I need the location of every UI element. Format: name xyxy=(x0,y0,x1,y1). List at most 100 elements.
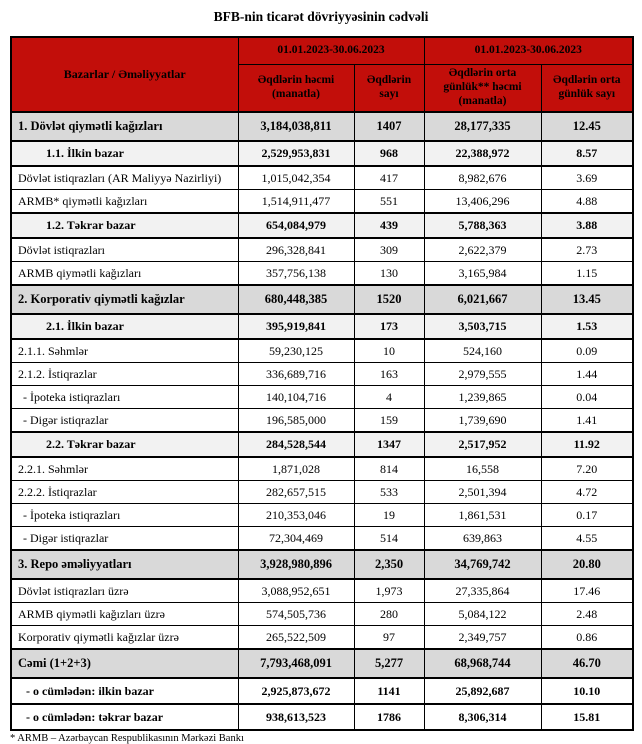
table-row: 2. Korporativ qiymətli kağızlar 680,448,… xyxy=(10,284,634,315)
cell-avg-count: 17.46 xyxy=(540,578,634,603)
cell-count: 968 xyxy=(353,140,425,167)
table-row: Dövlət istiqrazları üzrə 3,088,952,651 1… xyxy=(10,578,634,603)
cell-avg-count: 0.86 xyxy=(540,625,634,650)
cell-avg-volume: 8,982,676 xyxy=(423,165,542,190)
table-row: Korporativ qiymətli kağızlar üzrə 265,52… xyxy=(10,625,634,650)
cell-avg-volume: 524,160 xyxy=(423,338,542,363)
cell-avg-count: 8.57 xyxy=(540,140,634,167)
cell-count: 19 xyxy=(353,503,425,527)
table-row: ARMB* qiymətli kağızları 1,514,911,477 5… xyxy=(10,189,634,214)
table-row: - İpoteka istiqrazları 210,353,046 19 1,… xyxy=(10,503,634,527)
cell-avg-count: 3.88 xyxy=(540,212,634,239)
table-row: - İpoteka istiqrazları 140,104,716 4 1,2… xyxy=(10,385,634,409)
cell-volume: 938,613,523 xyxy=(237,703,355,731)
table-row: Dövlət istiqrazları 296,328,841 309 2,62… xyxy=(10,237,634,262)
row-label: Dövlət istiqrazları (AR Maliyyə Nazirliy… xyxy=(10,165,239,190)
footnote: * ARMB – Azərbaycan Respublikasının Mərk… xyxy=(10,733,244,744)
cell-count: 5,277 xyxy=(353,648,425,679)
cell-avg-count: 4.72 xyxy=(540,480,634,504)
cell-volume: 680,448,385 xyxy=(237,284,355,315)
cell-count: 1,973 xyxy=(353,578,425,603)
cell-count: 2,350 xyxy=(353,549,425,580)
cell-count: 130 xyxy=(353,261,425,286)
corner-header: Bazarlar / Əməliyyatlar xyxy=(10,36,239,113)
cell-avg-count: 46.70 xyxy=(540,648,634,679)
row-label: 2.1.1. Səhmlər xyxy=(10,338,239,363)
table-row: - Digər istiqrazlar 196,585,000 159 1,73… xyxy=(10,408,634,433)
cell-count: 1786 xyxy=(353,703,425,731)
cell-avg-count: 13.45 xyxy=(540,284,634,315)
cell-volume: 3,184,038,811 xyxy=(237,111,355,142)
cell-avg-count: 1.15 xyxy=(540,261,634,286)
cell-volume: 2,529,953,831 xyxy=(237,140,355,167)
cell-avg-volume: 5,788,363 xyxy=(423,212,542,239)
column-header-count: Əqdlərin sayı xyxy=(353,64,425,113)
row-label: 1.1. İlkin bazar xyxy=(10,140,239,167)
cell-avg-volume: 1,239,865 xyxy=(423,385,542,409)
cell-volume: 284,528,544 xyxy=(237,431,355,458)
cell-avg-count: 2.48 xyxy=(540,602,634,626)
table-row: ARMB qiymətli kağızları üzrə 574,505,736… xyxy=(10,602,634,626)
cell-volume: 2,925,873,672 xyxy=(237,677,355,705)
cell-volume: 1,871,028 xyxy=(237,456,355,481)
cell-count: 514 xyxy=(353,526,425,551)
cell-avg-count: 2.73 xyxy=(540,237,634,262)
row-label: - Digər istiqrazlar xyxy=(10,526,239,551)
period-header-2: 01.01.2023-30.06.2023 xyxy=(423,36,634,65)
cell-volume: 654,084,979 xyxy=(237,212,355,239)
cell-volume: 59,230,125 xyxy=(237,338,355,363)
cell-avg-volume: 639,863 xyxy=(423,526,542,551)
cell-avg-volume: 16,558 xyxy=(423,456,542,481)
cell-avg-volume: 2,501,394 xyxy=(423,480,542,504)
cell-volume: 1,514,911,477 xyxy=(237,189,355,214)
cell-avg-count: 4.88 xyxy=(540,189,634,214)
table-row: 1.1. İlkin bazar 2,529,953,831 968 22,38… xyxy=(10,140,634,167)
row-label: - İpoteka istiqrazları xyxy=(10,385,239,409)
cell-avg-volume: 27,335,864 xyxy=(423,578,542,603)
cell-avg-volume: 3,165,984 xyxy=(423,261,542,286)
table-row: 2.2.2. İstiqrazlar 282,657,515 533 2,501… xyxy=(10,480,634,504)
cell-volume: 3,928,980,896 xyxy=(237,549,355,580)
cell-avg-volume: 8,306,314 xyxy=(423,703,542,731)
row-label: 2.2. Təkrar bazar xyxy=(10,431,239,458)
row-label: 2.2.1. Səhmlər xyxy=(10,456,239,481)
cell-avg-count: 20.80 xyxy=(540,549,634,580)
cell-count: 4 xyxy=(353,385,425,409)
cell-avg-count: 10.10 xyxy=(540,677,634,705)
cell-count: 159 xyxy=(353,408,425,433)
row-label: 2.1. İlkin bazar xyxy=(10,313,239,340)
table-row: - o cümlədən: ilkin bazar 2,925,873,672 … xyxy=(10,677,634,705)
cell-count: 173 xyxy=(353,313,425,340)
cell-avg-count: 7.20 xyxy=(540,456,634,481)
cell-volume: 296,328,841 xyxy=(237,237,355,262)
table-row: 3. Repo əməliyyatları 3,928,980,896 2,35… xyxy=(10,549,634,580)
table-row: 2.2.1. Səhmlər 1,871,028 814 16,558 7.20 xyxy=(10,456,634,481)
table-row: Dövlət istiqrazları (AR Maliyyə Nazirliy… xyxy=(10,165,634,190)
cell-avg-volume: 22,388,972 xyxy=(423,140,542,167)
table-row: 2.1.2. İstiqrazlar 336,689,716 163 2,979… xyxy=(10,362,634,386)
cell-avg-count: 11.92 xyxy=(540,431,634,458)
cell-avg-volume: 28,177,335 xyxy=(423,111,542,142)
cell-count: 1141 xyxy=(353,677,425,705)
cell-avg-count: 4.55 xyxy=(540,526,634,551)
cell-volume: 140,104,716 xyxy=(237,385,355,409)
cell-avg-volume: 2,979,555 xyxy=(423,362,542,386)
cell-avg-volume: 25,892,687 xyxy=(423,677,542,705)
cell-count: 280 xyxy=(353,602,425,626)
table-header: Bazarlar / Əməliyyatlar 01.01.2023-30.06… xyxy=(10,36,634,113)
cell-volume: 336,689,716 xyxy=(237,362,355,386)
cell-avg-volume: 6,021,667 xyxy=(423,284,542,315)
cell-count: 439 xyxy=(353,212,425,239)
cell-avg-volume: 5,084,122 xyxy=(423,602,542,626)
table-row: ARMB qiymətli kağızları 357,756,138 130 … xyxy=(10,261,634,286)
row-label: ARMB qiymətli kağızları üzrə xyxy=(10,602,239,626)
cell-volume: 574,505,736 xyxy=(237,602,355,626)
period-header-1: 01.01.2023-30.06.2023 xyxy=(237,36,425,65)
column-header-avg-count: Əqdlərin orta günlük sayı xyxy=(540,64,634,113)
table-row: - Digər istiqrazlar 72,304,469 514 639,8… xyxy=(10,526,634,551)
cell-avg-count: 1.41 xyxy=(540,408,634,433)
cell-count: 163 xyxy=(353,362,425,386)
cell-count: 1407 xyxy=(353,111,425,142)
row-label: - İpoteka istiqrazları xyxy=(10,503,239,527)
cell-avg-volume: 2,622,379 xyxy=(423,237,542,262)
